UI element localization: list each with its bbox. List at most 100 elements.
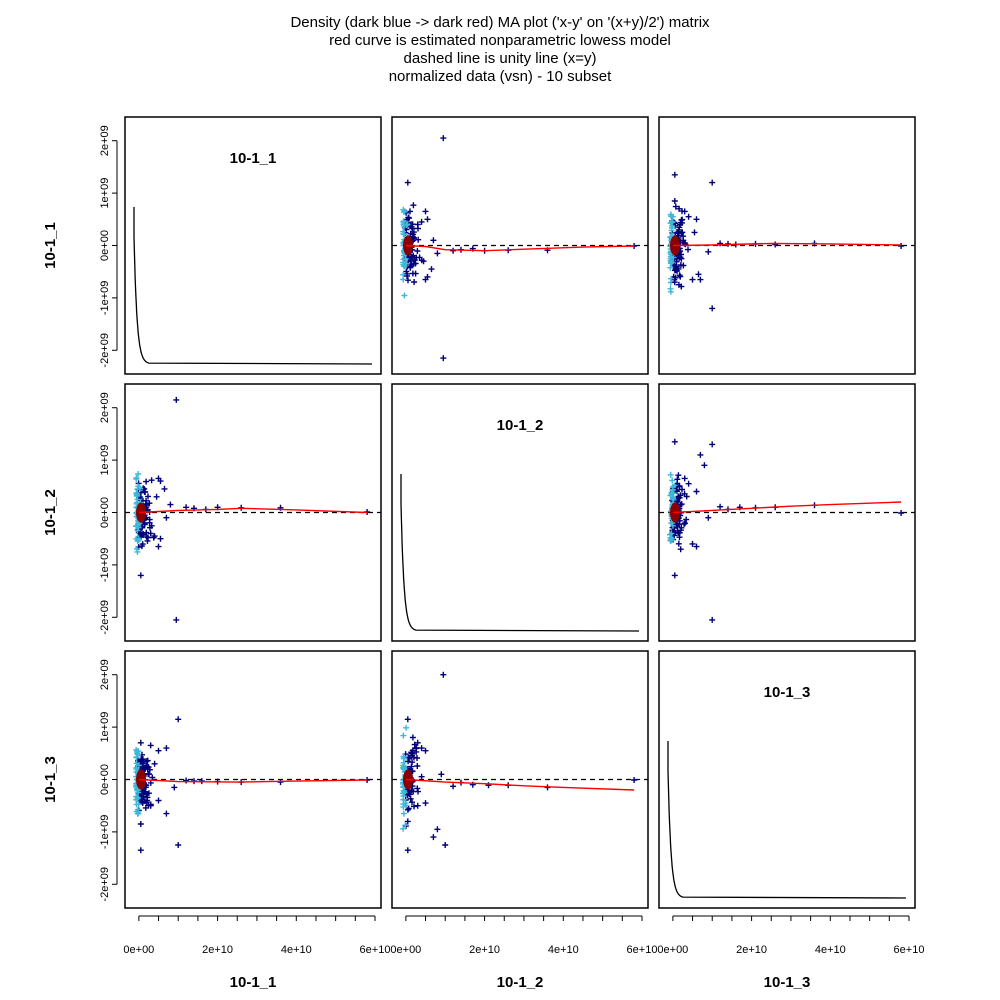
data-point: [434, 250, 441, 257]
data-point: [440, 135, 447, 142]
data-point: [401, 208, 408, 215]
x-axis-col-2: 0e+00 2e+10 4e+10 6e+10 10-1_3: [657, 915, 925, 991]
data-point: [400, 803, 407, 810]
data-point: [409, 759, 416, 766]
data-point: [151, 760, 158, 767]
data-point: [407, 208, 413, 215]
x-tick-label: 6e+10: [627, 944, 658, 956]
data-point: [414, 739, 421, 746]
lowess-curve: [138, 778, 368, 783]
data-point: [175, 716, 182, 723]
x-axis-col-0: 0e+00 2e+10 4e+10 6e+10 10-1_1: [123, 915, 390, 991]
data-point: [772, 241, 779, 248]
data-point: [411, 257, 418, 263]
data-point: [440, 355, 447, 362]
data-point: [173, 616, 180, 623]
data-point: [404, 806, 411, 813]
data-point: [434, 826, 441, 833]
diagonal-sample-label: 10-1_1: [230, 150, 277, 167]
data-point: [409, 734, 416, 741]
data-point: [681, 208, 688, 215]
data-point: [411, 279, 418, 285]
data-point: [408, 750, 415, 757]
column-label: 10-1_1: [230, 974, 277, 991]
x-tick-label: 2e+10: [202, 944, 233, 956]
data-point: [400, 261, 407, 268]
y-tick-label: 2e+09: [99, 392, 111, 423]
data-point: [135, 524, 142, 531]
data-point: [143, 758, 150, 765]
data-point: [697, 276, 704, 283]
data-point: [668, 492, 675, 499]
data-point: [424, 273, 431, 280]
data-point: [670, 254, 677, 261]
data-point: [414, 802, 421, 809]
panel-1-1: 10-1_2: [391, 383, 649, 642]
panel-0-0: 10-1_1: [124, 116, 382, 375]
data-point: [422, 800, 429, 807]
data-point: [669, 223, 676, 229]
data-point: [403, 724, 410, 731]
diagonal-sample-label: 10-1_3: [764, 684, 811, 701]
data-point: [147, 779, 154, 786]
diagonal-sample-label: 10-1_2: [497, 417, 544, 434]
data-point: [683, 516, 690, 523]
data-point: [404, 818, 411, 825]
data-point: [135, 471, 142, 477]
data-point: [450, 783, 457, 790]
data-point: [146, 519, 153, 526]
data-point: [400, 825, 407, 832]
y-tick-label: -1e+09: [99, 281, 111, 316]
data-point: [133, 764, 140, 771]
data-point: [151, 533, 158, 540]
panel-0-2: [658, 116, 916, 375]
x-tick-label: 6e+10: [894, 944, 925, 956]
column-label: 10-1_3: [764, 974, 811, 991]
panel-frame: [391, 116, 649, 375]
data-point: [418, 218, 425, 225]
data-point: [669, 522, 676, 529]
column-label: 10-1_2: [497, 974, 544, 991]
data-point: [667, 264, 674, 271]
chart-title: Density (dark blue -> dark red) MA plot …: [0, 14, 1000, 86]
data-point: [705, 514, 712, 521]
y-tick-label: 2e+09: [99, 659, 111, 690]
data-point: [709, 616, 716, 623]
data-point: [139, 541, 146, 548]
data-point: [667, 537, 674, 544]
panel-frame: [391, 383, 649, 642]
x-tick-label: 4e+10: [281, 944, 312, 956]
data-point: [145, 493, 151, 500]
data-point: [669, 477, 676, 484]
data-point: [672, 203, 679, 210]
data-point: [689, 276, 696, 283]
data-point: [407, 230, 414, 237]
data-point: [667, 471, 674, 478]
data-point: [667, 211, 674, 218]
data-point: [183, 777, 190, 784]
data-point: [145, 764, 152, 771]
x-tick-label: 2e+10: [736, 944, 767, 956]
data-point: [133, 796, 140, 803]
data-point: [135, 801, 142, 808]
data-point: [400, 810, 407, 817]
data-point: [157, 478, 164, 485]
data-point: [413, 745, 420, 752]
y-tick-label: 0e+00: [99, 764, 111, 795]
data-point: [440, 671, 447, 678]
data-point: [409, 799, 415, 806]
data-point: [134, 748, 141, 755]
data-point: [405, 754, 412, 761]
data-point: [402, 822, 409, 829]
data-point: [671, 572, 678, 579]
row-label: 10-1_1: [42, 222, 59, 269]
data-point: [405, 214, 412, 221]
panel-1-2: [658, 383, 916, 642]
data-point: [403, 268, 410, 275]
data-point: [400, 252, 407, 259]
data-point: [693, 543, 700, 550]
panel-2-0: [124, 650, 382, 909]
data-point: [680, 237, 687, 244]
data-point: [668, 259, 675, 266]
data-point: [676, 224, 683, 231]
